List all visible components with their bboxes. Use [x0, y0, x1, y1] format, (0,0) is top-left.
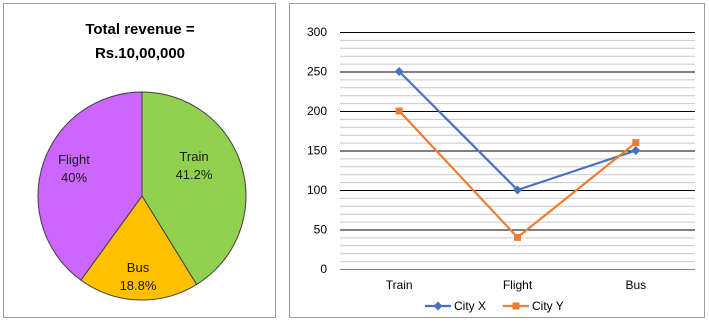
data-point-city-y [514, 233, 521, 241]
data-point-city-x [513, 185, 522, 195]
pie-slice-value-bus: 18.8% [120, 278, 157, 293]
data-point-city-x [394, 67, 404, 76]
pie-slice-value-train: 41.2% [176, 167, 213, 182]
x-axis-tick-labels: Train Flight Bus [386, 278, 646, 292]
series-markers [394, 67, 641, 241]
line-chart-panel: 0 50 100 150 200 250 300 Train Flight Bus City X… [289, 3, 705, 318]
x-tick-label: Flight [503, 278, 533, 292]
legend-marker-city-y [512, 302, 520, 310]
y-tick-label: 300 [307, 25, 327, 39]
pie-slice-train [141, 91, 247, 286]
y-tick-label: 100 [307, 183, 327, 197]
minor-gridlines [340, 39, 695, 263]
pie-title-line-2: Rs.10,00,000 [95, 45, 185, 62]
data-point-city-x [631, 146, 641, 155]
legend: City X City Y [425, 299, 564, 313]
series-lines [398, 70, 637, 239]
pie-chart: Total revenue = Rs.10,00,000 Train 41.2%… [37, 21, 247, 301]
legend-label-city-y: City Y [532, 299, 564, 313]
pie-slices [37, 91, 247, 301]
y-tick-label: 250 [307, 65, 327, 79]
y-tick-label: 150 [307, 144, 327, 158]
pie-slice-label-flight: Flight [58, 152, 90, 167]
data-point-city-y [395, 107, 403, 115]
x-tick-label: Bus [625, 278, 646, 292]
y-tick-label: 0 [320, 262, 327, 276]
y-axis-tick-labels: 0 50 100 150 200 250 300 [307, 25, 327, 276]
legend-label-city-x: City X [454, 299, 486, 313]
pie-chart-panel: Total revenue = Rs.10,00,000 Train 41.2%… [3, 3, 276, 318]
y-tick-label: 200 [307, 104, 327, 118]
pie-slice-value-flight: 40% [61, 170, 87, 185]
line-chart: 0 50 100 150 200 250 300 Train Flight Bus City X… [307, 25, 695, 313]
x-tick-label: Train [386, 278, 413, 292]
pie-title-line-1: Total revenue = [85, 21, 195, 38]
pie-slice-label-bus: Bus [127, 260, 150, 275]
pie-slice-label-train: Train [179, 149, 208, 164]
legend-marker-city-x [433, 301, 443, 311]
pie-slice-bus [80, 195, 198, 301]
data-point-city-y [632, 139, 640, 147]
y-tick-label: 50 [314, 223, 328, 237]
pie-slice-flight [37, 91, 143, 281]
